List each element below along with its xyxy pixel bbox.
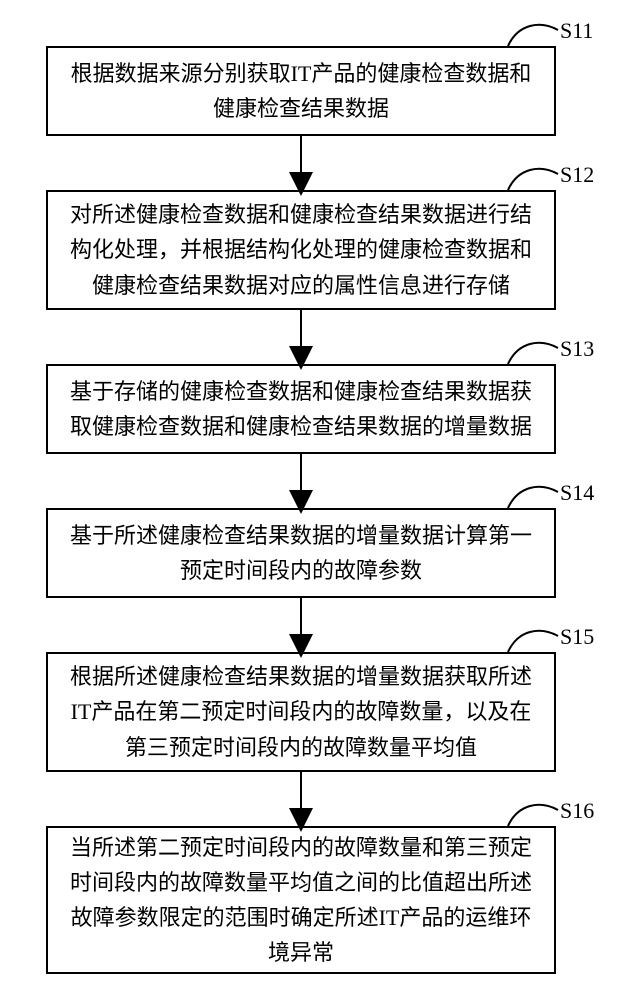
step-s11-label: S11 bbox=[560, 18, 593, 44]
step-s12-text: 对所述健康检查数据和健康检查结果数据进行结构化处理，并根据结构化处理的健康检查数… bbox=[62, 197, 540, 303]
step-s15-text: 根据所述健康检查结果数据的增量数据获取所述IT产品在第二预定时间段内的故障数量，… bbox=[62, 659, 540, 765]
step-s11-box: 根据数据来源分别获取IT产品的健康检查数据和健康检查结果数据 bbox=[46, 46, 556, 136]
step-s15-box: 根据所述健康检查结果数据的增量数据获取所述IT产品在第二预定时间段内的故障数量，… bbox=[46, 652, 556, 772]
step-s12-box: 对所述健康检查数据和健康检查结果数据进行结构化处理，并根据结构化处理的健康检查数… bbox=[46, 190, 556, 310]
step-s14-label: S14 bbox=[560, 480, 594, 506]
step-s11-text: 根据数据来源分别获取IT产品的健康检查数据和健康检查结果数据 bbox=[62, 56, 540, 126]
step-s15-label: S15 bbox=[560, 624, 594, 650]
step-s14-text: 基于所述健康检查结果数据的增量数据计算第一预定时间段内的故障参数 bbox=[62, 518, 540, 588]
flowchart-container: 根据数据来源分别获取IT产品的健康检查数据和健康检查结果数据 S11 对所述健康… bbox=[0, 0, 642, 1000]
step-s13-label: S13 bbox=[560, 336, 594, 362]
step-s12-label: S12 bbox=[560, 162, 594, 188]
step-s13-text: 基于存储的健康检查数据和健康检查结果数据获取健康检查数据和健康检查结果数据的增量… bbox=[62, 374, 540, 444]
step-s16-label: S16 bbox=[560, 798, 594, 824]
step-s16-box: 当所述第二预定时间段内的故障数量和第三预定时间段内的故障数量平均值之间的比值超出… bbox=[46, 826, 556, 974]
step-s13-box: 基于存储的健康检查数据和健康检查结果数据获取健康检查数据和健康检查结果数据的增量… bbox=[46, 364, 556, 454]
step-s14-box: 基于所述健康检查结果数据的增量数据计算第一预定时间段内的故障参数 bbox=[46, 508, 556, 598]
step-s16-text: 当所述第二预定时间段内的故障数量和第三预定时间段内的故障数量平均值之间的比值超出… bbox=[62, 830, 540, 971]
